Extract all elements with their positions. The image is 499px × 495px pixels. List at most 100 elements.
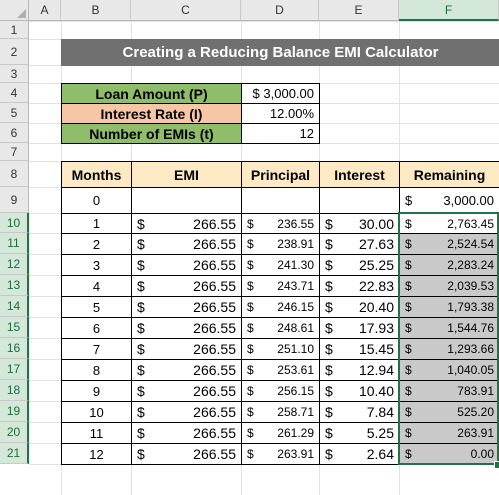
select-all-corner[interactable] xyxy=(0,0,29,21)
table-cell-remaining[interactable]: $1,544.76 xyxy=(399,317,499,339)
table-cell-emi: $266.55 xyxy=(131,401,242,423)
table-cell-remaining[interactable]: $3,000.00 xyxy=(399,187,499,214)
table-cell-remaining[interactable]: $263.91 xyxy=(399,422,499,444)
table-cell-remaining-value: 1,544.76 xyxy=(447,321,494,335)
row-header-3[interactable]: 3 xyxy=(0,65,29,83)
table-cell-remaining[interactable]: $2,283.24 xyxy=(399,254,499,276)
table-cell-remaining-value: 1,293.66 xyxy=(447,342,494,356)
table-cell-interest: $25.25 xyxy=(319,254,400,276)
column-header-d[interactable]: D xyxy=(241,0,319,21)
row-header-18[interactable]: 18 xyxy=(0,380,29,401)
row-header-7[interactable]: 7 xyxy=(0,143,29,161)
row-header-19[interactable]: 19 xyxy=(0,401,29,422)
column-header-a[interactable]: A xyxy=(29,0,61,21)
currency-symbol: $ xyxy=(325,236,333,252)
table-cell-remaining[interactable]: $1,040.05 xyxy=(399,359,499,381)
table-cell-principal: $236.55 xyxy=(241,213,320,234)
currency-symbol: $ xyxy=(325,299,333,315)
table-cell-remaining[interactable]: $525.20 xyxy=(399,401,499,423)
currency-symbol: $ xyxy=(405,237,412,251)
currency-symbol: $ xyxy=(405,384,412,398)
table-cell-interest-value: 27.63 xyxy=(358,236,394,252)
row-header-12[interactable]: 12 xyxy=(0,254,29,275)
table-cell-month: 11 xyxy=(61,422,132,444)
row-header-11[interactable]: 11 xyxy=(0,233,29,254)
table-cell-principal-value: 251.10 xyxy=(277,342,314,356)
row-header-17[interactable]: 17 xyxy=(0,359,29,380)
table-cell-emi: $266.55 xyxy=(131,380,242,402)
input-value-3[interactable]: 12 xyxy=(241,123,320,144)
row-header-2[interactable]: 2 xyxy=(0,39,29,65)
input-value-1[interactable]: $ 3,000.00 xyxy=(241,83,320,104)
currency-symbol: $ xyxy=(247,237,254,251)
row-header-21[interactable]: 21 xyxy=(0,443,29,464)
table-cell-remaining[interactable]: $2,763.45 xyxy=(399,213,499,234)
table-cell-emi-value: 266.55 xyxy=(193,383,236,399)
table-cell-remaining[interactable]: $2,039.53 xyxy=(399,275,499,297)
row-header-14[interactable]: 14 xyxy=(0,296,29,317)
column-header-e[interactable]: E xyxy=(319,0,399,21)
column-header-c[interactable]: C xyxy=(131,0,241,21)
table-cell-principal: $258.71 xyxy=(241,401,320,423)
row-header-4[interactable]: 4 xyxy=(0,83,29,103)
table-cell-remaining[interactable]: $0.00 xyxy=(399,443,499,465)
table-header-principal: Principal xyxy=(241,161,320,188)
currency-symbol: $ xyxy=(247,258,254,272)
table-cell-month: 8 xyxy=(61,359,132,381)
currency-symbol: $ xyxy=(247,321,254,335)
table-cell-interest-value: 30.00 xyxy=(358,215,394,232)
table-cell-remaining[interactable]: $1,793.38 xyxy=(399,296,499,318)
table-cell-month: 1 xyxy=(61,213,132,234)
currency-symbol: $ xyxy=(325,257,333,273)
table-cell-principal-value: 246.15 xyxy=(277,300,314,314)
row-header-6[interactable]: 6 xyxy=(0,123,29,143)
table-cell-principal-value: 243.71 xyxy=(277,279,314,293)
table-header-interest: Interest xyxy=(319,161,400,188)
table-cell-emi: $266.55 xyxy=(131,296,242,318)
table-cell-interest-value: 20.40 xyxy=(358,299,394,315)
table-cell-principal-value: 241.30 xyxy=(277,258,314,272)
table-cell-month: 12 xyxy=(61,443,132,465)
table-cell-emi: $266.55 xyxy=(131,317,242,339)
row-header-13[interactable]: 13 xyxy=(0,275,29,296)
column-header-f[interactable]: F xyxy=(399,0,499,21)
row-header-10[interactable]: 10 xyxy=(0,213,29,233)
currency-symbol: $ xyxy=(405,321,412,335)
currency-symbol: $ xyxy=(137,236,145,252)
table-cell-remaining[interactable]: $2,524.54 xyxy=(399,233,499,255)
row-header-8[interactable]: 8 xyxy=(0,161,29,187)
currency-symbol: $ xyxy=(325,320,333,336)
input-value-2[interactable]: 12.00% xyxy=(241,103,320,124)
table-cell-interest-value: 10.40 xyxy=(358,383,394,399)
table-cell-interest xyxy=(319,187,400,214)
currency-symbol: $ xyxy=(405,363,412,377)
column-header-b[interactable]: B xyxy=(61,0,131,21)
table-cell-emi: $266.55 xyxy=(131,275,242,297)
row-header-16[interactable]: 16 xyxy=(0,338,29,359)
table-cell-month: 6 xyxy=(61,317,132,339)
currency-symbol: $ xyxy=(247,405,254,419)
table-cell-interest-value: 2.64 xyxy=(366,446,394,462)
row-header-9[interactable]: 9 xyxy=(0,187,29,213)
row-header-5[interactable]: 5 xyxy=(0,103,29,123)
table-cell-remaining[interactable]: $1,293.66 xyxy=(399,338,499,360)
fill-handle[interactable] xyxy=(494,461,499,469)
table-cell-emi-value: 266.55 xyxy=(193,236,236,252)
table-cell-remaining[interactable]: $783.91 xyxy=(399,380,499,402)
row-header-15[interactable]: 15 xyxy=(0,317,29,338)
table-cell-interest: $2.64 xyxy=(319,443,400,465)
currency-symbol: $ xyxy=(405,300,412,314)
input-label-1: Loan Amount (P) xyxy=(61,83,242,104)
table-cell-emi: $266.55 xyxy=(131,233,242,255)
table-cell-interest: $10.40 xyxy=(319,380,400,402)
table-cell-principal xyxy=(241,187,320,214)
row-header-20[interactable]: 20 xyxy=(0,422,29,443)
table-cell-emi xyxy=(131,187,242,214)
table-cell-remaining-value: 2,524.54 xyxy=(447,237,494,251)
table-cell-interest-value: 17.93 xyxy=(358,320,394,336)
table-cell-emi-value: 266.55 xyxy=(193,362,236,378)
row-header-1[interactable]: 1 xyxy=(0,21,29,39)
currency-symbol: $ xyxy=(137,215,145,232)
table-cell-interest-value: 5.25 xyxy=(366,425,394,441)
currency-symbol: $ xyxy=(137,404,145,420)
